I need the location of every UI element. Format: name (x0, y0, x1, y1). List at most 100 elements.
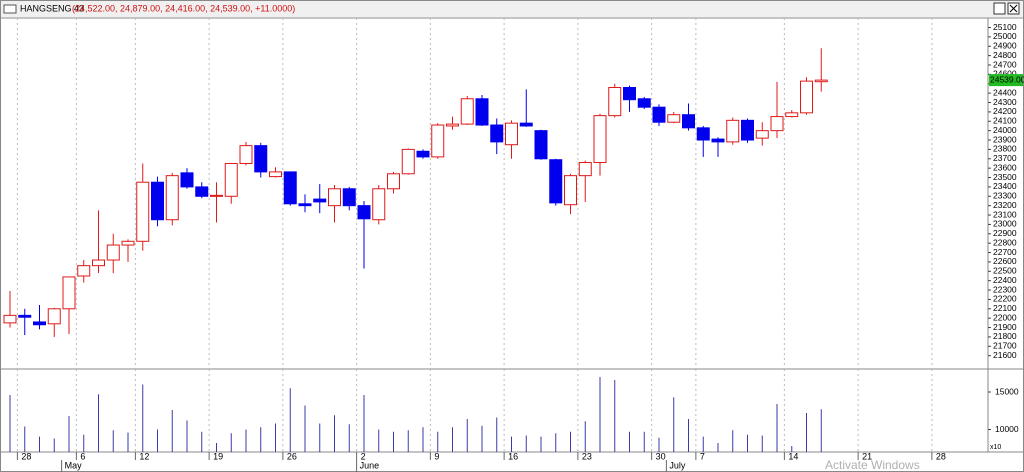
candle-body (431, 124, 445, 158)
x-tick-label: 26 (287, 451, 297, 461)
candle-body (696, 127, 710, 141)
candle-body (77, 265, 91, 277)
candle-body (387, 173, 400, 190)
candle-body (741, 119, 754, 141)
volume-tick-label: 10000 (995, 424, 1019, 434)
candle-body (608, 87, 622, 117)
candle-body (401, 148, 415, 175)
y-tick-label: 23100 (993, 209, 1017, 219)
candle-body (283, 171, 297, 205)
y-tick-label: 21600 (993, 350, 1017, 360)
y-tick-label: 24700 (993, 59, 1017, 69)
y-tick-label: 22200 (993, 294, 1017, 304)
candle-body (682, 114, 695, 129)
y-tick-label: 23000 (993, 219, 1017, 229)
x-tick-label: 14 (788, 451, 798, 461)
candle-body (18, 314, 32, 318)
candle-body (136, 181, 150, 242)
title-bar (1, 1, 1023, 17)
candle-body (180, 172, 194, 188)
candle-body (578, 162, 592, 177)
candle-body (593, 115, 607, 164)
candle-body (549, 159, 563, 204)
y-tick-label: 23900 (993, 134, 1017, 144)
candle-body (534, 130, 548, 160)
y-tick-label: 22800 (993, 237, 1017, 247)
candle-body (121, 240, 135, 246)
candle-body (47, 308, 61, 325)
candle-body (505, 122, 518, 146)
y-tick-label: 24100 (993, 116, 1017, 126)
last-value-box (989, 74, 1023, 87)
candle-body (711, 138, 725, 143)
ohlc-summary: (24,522.00, 24,879.00, 24,416.00, 24,539… (72, 3, 295, 13)
y-tick-label: 21700 (993, 341, 1017, 351)
x-tick-label: 2 (361, 451, 366, 461)
candle-body (224, 162, 238, 197)
candle-body (3, 314, 17, 324)
y-tick-label: 24900 (993, 41, 1017, 51)
y-tick-label: 23700 (993, 153, 1017, 163)
month-label: July (669, 460, 686, 470)
y-tick-label: 24000 (993, 125, 1017, 135)
candle-body (254, 145, 268, 173)
y-tick-label: 24300 (993, 97, 1017, 107)
y-tick-label: 22300 (993, 284, 1017, 294)
y-tick-label: 25100 (993, 22, 1017, 32)
maximize-button[interactable] (993, 2, 1006, 15)
y-tick-label: 23300 (993, 191, 1017, 201)
candle-body (357, 205, 371, 220)
x-tick-label: 28 (21, 451, 31, 461)
candle-body (623, 87, 636, 101)
y-tick-label: 24200 (993, 106, 1017, 116)
y-tick-label: 24600 (993, 69, 1017, 79)
y-tick-label: 25000 (993, 31, 1017, 41)
candle-body (800, 80, 813, 114)
y-tick-label: 23400 (993, 181, 1017, 191)
candle-body (328, 188, 341, 207)
candle-body (564, 175, 577, 206)
candle-body (726, 119, 740, 143)
last-value-label: 24539.00 (990, 74, 1024, 84)
candle-body (342, 188, 356, 207)
candle-body (298, 203, 312, 207)
month-label: May (65, 460, 83, 470)
candle-body (165, 175, 179, 221)
candle-body (372, 188, 386, 221)
y-tick-label: 22100 (993, 303, 1017, 313)
close-button[interactable] (1007, 2, 1020, 15)
y-tick-label: 22900 (993, 228, 1017, 238)
candle-body (785, 112, 799, 118)
window-icon[interactable] (3, 4, 17, 14)
y-tick-label: 21900 (993, 322, 1017, 332)
x-tick-label: 19 (213, 451, 223, 461)
volume-tick-label: 15000 (995, 386, 1019, 396)
x-tick-label: 30 (656, 451, 666, 461)
x-tick-label: 28 (936, 451, 946, 461)
candle-body (475, 98, 489, 126)
y-tick-label: 22400 (993, 275, 1017, 285)
x-tick-label: 21 (862, 451, 872, 461)
candle-body (269, 171, 282, 178)
watermark: Activate Windows (825, 458, 920, 472)
candle-body (62, 276, 76, 310)
candle-body (106, 244, 120, 261)
x-tick-label: 9 (434, 451, 439, 461)
x-tick-label: 7 (700, 451, 705, 461)
y-tick-label: 23200 (993, 200, 1017, 210)
candle-body (770, 116, 784, 132)
candle-body (814, 79, 828, 83)
candle-body (33, 321, 46, 326)
x-tick-label: 12 (139, 451, 149, 461)
candle-body (519, 122, 533, 127)
candle-body (92, 259, 105, 267)
candle-body (151, 181, 164, 221)
candle-body (210, 194, 223, 197)
candle-body (313, 198, 327, 203)
volume-axis-label: x10 (990, 444, 1001, 451)
candle-body (667, 114, 681, 123)
x-tick-label: 23 (582, 451, 592, 461)
x-tick-label: 16 (508, 451, 518, 461)
